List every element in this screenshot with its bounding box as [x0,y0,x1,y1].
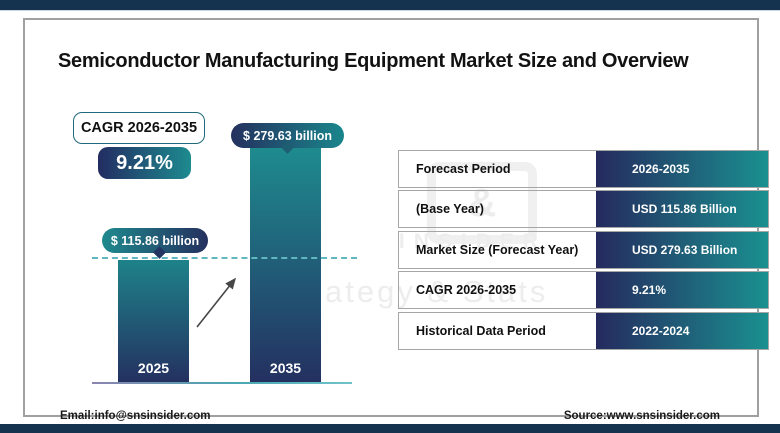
table-row-label: (Base Year) [416,202,484,216]
content-card: Semiconductor Manufacturing Equipment Ma… [23,18,769,422]
table-row: CAGR 2026-2035 9.21% [398,271,769,309]
table-row-value: USD 115.86 Billion [596,191,768,227]
table-row: Forecast Period 2026-2035 [398,150,769,188]
page-title: Semiconductor Manufacturing Equipment Ma… [58,50,689,72]
reference-dashed-line [92,257,357,259]
footer-email-text: Email:info@snsinsider.com [60,410,211,422]
x-axis-baseline [92,382,352,384]
top-accent-bar [0,0,780,11]
table-row: (Base Year) USD 115.86 Billion [398,190,769,228]
table-row-label: CAGR 2026-2035 [416,283,517,297]
bar-2025: 2025 [118,260,189,383]
table-row: Market Size (Forecast Year) USD 279.63 B… [398,231,769,269]
bar-2025-year-label: 2025 [137,360,170,376]
footer-source-text: Source:www.snsinsider.com [563,410,720,422]
table-row-label: Historical Data Period [416,324,546,338]
table-row-label: Market Size (Forecast Year) [416,243,579,257]
table-row-value: 2026-2035 [596,151,768,187]
bottom-accent-bar [0,424,780,433]
bar-value-pill-2025: $ 115.86 billion [102,228,208,253]
bar-2035: 2035 [250,148,321,383]
cagr-period-label: CAGR 2026-2035 [73,112,205,144]
table-row-label: Forecast Period [416,162,511,176]
table-row: Historical Data Period 2022-2024 [398,312,769,350]
table-row-value: 9.21% [596,272,768,308]
table-row-value: 2022-2024 [596,313,768,349]
growth-arrow-icon [196,277,236,328]
bar-2035-year-label: 2035 [269,360,302,376]
cagr-value-badge: 9.21% [98,147,191,179]
table-row-value: USD 279.63 Billion [596,232,768,268]
